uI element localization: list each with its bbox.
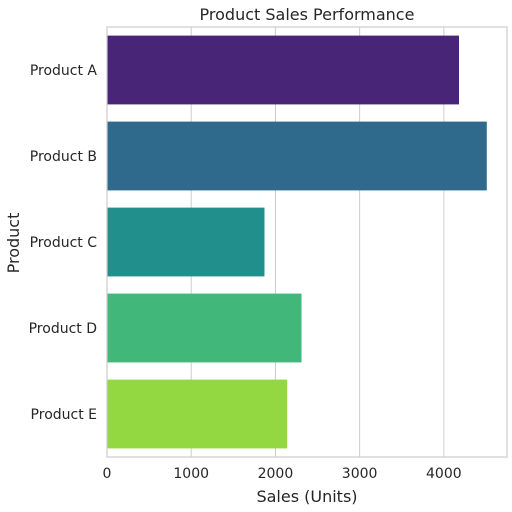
bar-product-a: [107, 35, 459, 105]
x-tick-label: 3000: [342, 466, 378, 482]
x-tick-label: 4000: [426, 466, 462, 482]
x-axis-label: Sales (Units): [256, 487, 357, 506]
y-tick-label: Product B: [30, 149, 97, 165]
bars-layer: [107, 35, 487, 449]
x-tick-label: 2000: [258, 466, 294, 482]
y-axis-label: Product: [4, 213, 23, 274]
x-tick-labels: 0 1000 2000 3000 4000: [103, 466, 462, 482]
bar-product-d: [107, 293, 302, 363]
chart-title: Product Sales Performance: [200, 5, 415, 24]
bar-product-e: [107, 379, 288, 449]
x-tick-label: 1000: [173, 466, 209, 482]
x-tick-label: 0: [103, 466, 112, 482]
y-tick-labels: Product A Product B Product C Product D Prod…: [29, 63, 98, 423]
bar-product-b: [107, 121, 487, 191]
y-tick-label: Product D: [29, 321, 97, 337]
y-tick-label: Product C: [30, 235, 98, 251]
y-tick-label: Product E: [31, 407, 97, 423]
bar-product-c: [107, 207, 265, 277]
plot-frame: [106, 26, 508, 458]
y-tick-label: Product A: [30, 63, 98, 79]
